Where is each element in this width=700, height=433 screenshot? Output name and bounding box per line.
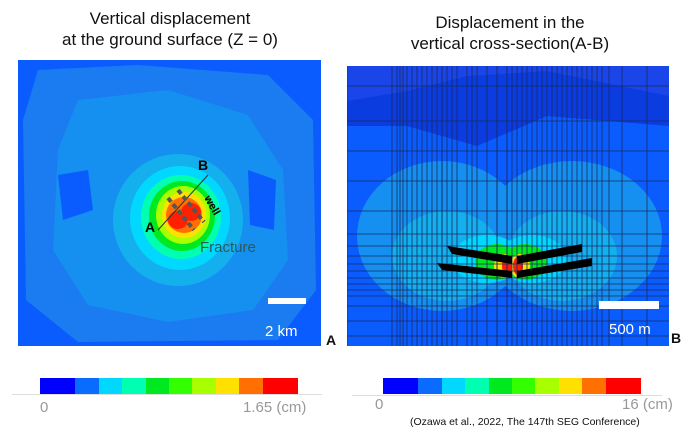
colorbar-swatch [40,378,76,394]
colorbar-swatch [558,378,583,394]
colorbar-swatch [582,378,606,394]
colorbar-swatch [75,378,99,394]
colorbar-swatch [383,378,419,394]
colorbar-swatch [465,378,489,394]
colorbar-right-max: 16 (cm) [622,396,673,413]
colorbar-swatch [192,378,216,394]
scale-bar [599,301,659,309]
colorbar-swatch [488,378,512,394]
colorbar-right-min: 0 [375,396,384,413]
displacement-arrows [447,246,512,264]
colorbar-swatch [262,378,298,394]
colorbar-swatch [169,378,193,394]
displacement-arrows [437,263,512,278]
panel-letter-a: A [326,332,337,348]
left-title: Vertical displacement at the ground surf… [62,9,278,49]
citation: (Ozawa et al., 2022, The 147th SEG Confe… [410,416,640,428]
colorbar-left [40,378,298,394]
svg-text:Fracture: Fracture [200,239,256,256]
right-title: Displacement in the vertical cross-secti… [410,13,610,53]
colorbar-swatch [145,378,169,394]
svg-text:2 km: 2 km [265,323,298,340]
colorbar-swatch [535,378,559,394]
colorbar-right [383,378,641,394]
colorbar-swatch [441,378,466,394]
svg-text:A: A [145,219,155,235]
cross-section-map: 500 m [347,66,669,346]
colorbar-swatch [239,378,263,394]
section-line-ab [157,174,209,231]
colorbar-swatch [418,378,442,394]
colorbar-swatch [605,378,641,394]
displacement-arrows [517,258,592,278]
colorbar-swatch [122,378,146,394]
colorbar-left-max: 1.65 (cm) [243,399,307,416]
colorbar-swatch [98,378,123,394]
colorbar-left-min: 0 [40,399,49,416]
scale-bar [268,298,306,304]
panel-letter-b: B [671,330,682,346]
colorbar-swatch [215,378,240,394]
displacement-arrows [517,244,582,264]
svg-text:B: B [198,157,208,173]
fracture-line [176,188,206,224]
fracture-line [166,196,196,232]
surface-displacement-map: B A well Fracture 2 km [18,60,321,346]
colorbar-swatch [512,378,536,394]
svg-text:500 m: 500 m [609,321,651,338]
